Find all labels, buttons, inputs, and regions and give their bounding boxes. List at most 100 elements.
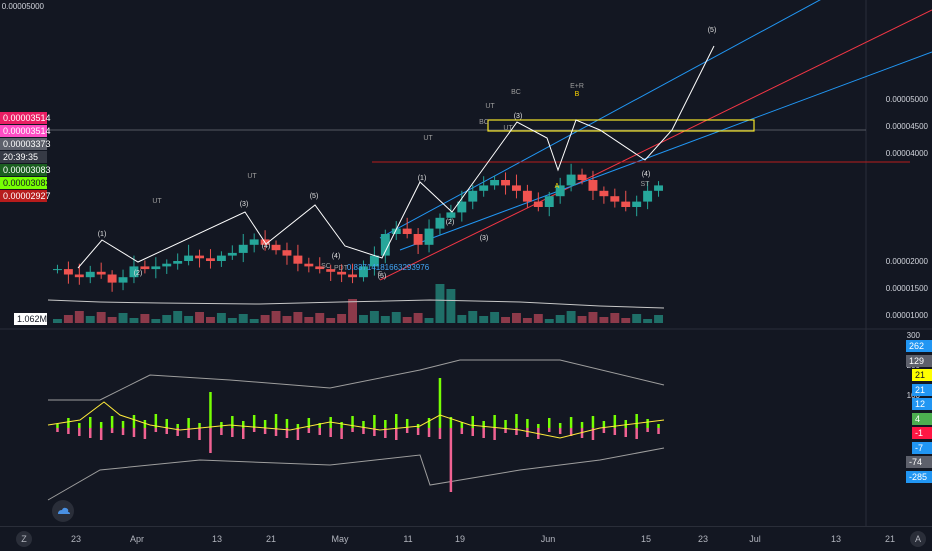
- volume-bar: [227, 318, 237, 323]
- phase-marker-label: UT: [247, 173, 257, 180]
- range-box: [487, 119, 755, 132]
- channel-lower-line: [399, 51, 932, 251]
- volume-bar: [249, 319, 259, 323]
- volume-bar: [490, 312, 500, 323]
- candle-body: [654, 185, 663, 191]
- osc-signal-line: [47, 401, 665, 439]
- candle-body: [140, 266, 150, 270]
- wave-label: (4): [332, 253, 341, 260]
- oscillator-pane[interactable]: 300200100: [0, 330, 932, 526]
- volume-bar: [140, 314, 150, 323]
- volume-bar: [588, 312, 598, 323]
- candle-body: [238, 244, 248, 253]
- phase-marker-label: SC: [321, 263, 331, 270]
- osc-badge: -285: [906, 470, 932, 483]
- candle-body: [184, 255, 194, 261]
- osc-badge: 21: [912, 383, 932, 396]
- candle-body: [446, 212, 456, 218]
- wave-label: (1): [418, 175, 427, 182]
- osc-badge: 262: [906, 340, 932, 352]
- volume-bar: [369, 311, 379, 323]
- price-pane-background: [0, 0, 932, 330]
- channel-upper-line: [379, 0, 821, 239]
- volume-bar: [446, 289, 456, 323]
- candle-body: [74, 274, 84, 278]
- time-zone-label: Z: [21, 534, 27, 544]
- volume-bar: [512, 313, 521, 323]
- osc-badge: -7: [912, 441, 932, 454]
- candle-body: [435, 217, 445, 229]
- volume-bar: [391, 312, 401, 323]
- time-axis-label: 13: [211, 534, 222, 544]
- wave-label: (4): [642, 171, 651, 178]
- volume-bar: [195, 312, 204, 323]
- volume-bar: [555, 315, 565, 323]
- wave-label: (3): [514, 113, 523, 120]
- wave-label: (3): [240, 201, 249, 208]
- candle-body: [129, 266, 139, 278]
- candle-body: [195, 255, 204, 259]
- time-axis-label: 15: [640, 534, 651, 544]
- candle-body: [599, 190, 609, 197]
- candle-body: [315, 266, 325, 270]
- wave-label: (5): [378, 273, 387, 280]
- volume-bar: [468, 311, 478, 323]
- volume-bar: [654, 315, 663, 323]
- tradingview-logo[interactable]: [52, 500, 74, 522]
- candle-body: [643, 190, 653, 202]
- price-badge: 20:39:35: [0, 151, 47, 163]
- time-axis-label: 23: [697, 534, 708, 544]
- volume-bar: [643, 319, 653, 323]
- volume-bar: [435, 284, 445, 323]
- volume-bar: [216, 313, 226, 323]
- wave-label: (2): [134, 270, 143, 277]
- phase-marker-label: PDT: [334, 265, 349, 272]
- time-axis-label: Jun: [540, 534, 556, 544]
- volume-bar: [304, 317, 314, 323]
- candle-body: [588, 180, 598, 191]
- osc-badge: 21: [912, 369, 932, 381]
- volume-bar: [380, 316, 390, 323]
- osc-badge: 12: [912, 398, 932, 410]
- candle-body: [282, 250, 292, 256]
- candle-body: [206, 258, 215, 261]
- time-axis[interactable]: 23 Apr 13 21 May 11 19 Jun 15 23 Jul 13 21: [0, 526, 932, 551]
- candle-body: [326, 269, 336, 272]
- price-axis-tick: 0.00002000: [886, 257, 929, 266]
- candle-body: [610, 196, 620, 202]
- channel-mid-line: [379, 9, 932, 281]
- time-axis-label: 11: [403, 534, 413, 544]
- candle-body: [544, 196, 554, 207]
- time-axis-label: 21: [265, 534, 276, 544]
- osc-axis-tick: 100: [907, 391, 921, 400]
- osc-badge: -1: [912, 427, 932, 439]
- volume-bar: [424, 318, 434, 323]
- candle-body: [348, 274, 357, 278]
- volume-badge: 1.062M: [14, 313, 47, 325]
- volume-bar: [260, 315, 270, 323]
- price-axis-tick-left: 0.00005000: [2, 2, 45, 11]
- time-axis-label: 21: [884, 534, 895, 544]
- volume-bar: [129, 318, 139, 323]
- fib-value-label: 0.83714181663293976: [347, 263, 430, 272]
- phase-marker-label: UT: [485, 103, 495, 110]
- auto-scale-button[interactable]: A: [910, 531, 926, 547]
- phase-marker-label: UT: [423, 135, 433, 142]
- auto-scale-label: A: [914, 534, 921, 544]
- candle-body: [293, 255, 303, 264]
- price-axis-tick: 0.00001500: [886, 284, 929, 293]
- candle-body: [118, 277, 128, 283]
- candle-body: [85, 271, 95, 278]
- price-chart-pane[interactable]: (1) (2) (3) (4) (5) (3) (4) (5) (1) (2) (3) (4) (5) U…: [0, 0, 932, 330]
- phase-marker-label: B: [575, 91, 580, 98]
- candle-body: [402, 228, 412, 234]
- price-badge: 0.00003083: [0, 177, 51, 189]
- candle-body: [304, 263, 314, 267]
- candle-body: [468, 190, 478, 202]
- time-zone-button[interactable]: Z: [16, 531, 32, 547]
- candle-body: [271, 244, 281, 251]
- candle-body: [479, 185, 489, 191]
- price-badge: 0.00003514: [0, 112, 51, 124]
- volume-bar: [610, 313, 620, 323]
